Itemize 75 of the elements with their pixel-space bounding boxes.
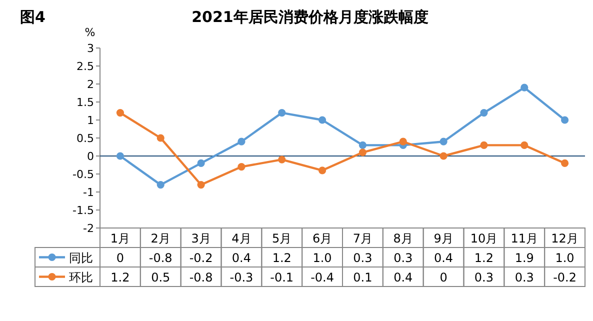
data-label: -0.4 — [310, 270, 334, 284]
x-tick-label: 12月 — [551, 232, 578, 246]
point — [116, 152, 124, 160]
data-label: 0 — [116, 251, 124, 265]
data-label: 1.0 — [312, 251, 332, 265]
x-tick-label: 7月 — [352, 232, 373, 246]
data-label: 0.3 — [394, 251, 413, 265]
point — [156, 134, 164, 142]
point — [520, 141, 528, 149]
point — [318, 166, 326, 174]
point — [440, 138, 448, 146]
x-tick-label: 2月 — [150, 232, 170, 246]
point — [116, 109, 124, 117]
point — [399, 138, 407, 146]
data-label: 0.4 — [434, 251, 454, 265]
point — [156, 181, 164, 189]
x-tick-label: 6月 — [312, 232, 332, 246]
y-tick-label: 1 — [87, 114, 94, 127]
point — [560, 159, 569, 167]
data-label: 1.2 — [272, 251, 292, 265]
y-tick-label: -1 — [83, 186, 94, 199]
data-label: 0.1 — [353, 270, 372, 284]
data-label: -0.8 — [148, 251, 172, 265]
data-label: 0 — [440, 270, 448, 284]
point — [238, 138, 246, 146]
data-label: -0.1 — [270, 270, 294, 284]
point — [278, 109, 286, 117]
legend-label: 环比 — [69, 270, 93, 284]
y-tick-label: -2 — [83, 222, 94, 235]
data-label: 0.3 — [353, 251, 372, 265]
x-tick-label: 3月 — [191, 232, 211, 246]
data-label: -0.2 — [189, 251, 213, 265]
y-axis-title: % — [84, 26, 96, 39]
point — [358, 141, 367, 149]
y-tick-label: 2.5 — [76, 60, 94, 73]
y-tick-label: 2 — [87, 78, 94, 91]
x-tick-label: 5月 — [272, 232, 292, 246]
y-tick-label: 1.5 — [76, 96, 94, 109]
x-tick-label: 11月 — [510, 232, 538, 246]
x-tick-label: 1月 — [110, 232, 130, 246]
legend-label: 同比 — [69, 251, 93, 265]
y-tick-label: 0.5 — [76, 132, 94, 145]
y-tick-label: -1.5 — [72, 204, 94, 217]
data-label: 1.2 — [474, 251, 494, 265]
data-label: -0.2 — [553, 270, 577, 284]
data-label: 0.3 — [514, 270, 534, 284]
y-tick-label: 0 — [87, 150, 94, 163]
x-tick-label: 10月 — [470, 232, 498, 246]
data-label: 0.4 — [394, 270, 413, 284]
point — [520, 84, 528, 92]
point — [480, 141, 488, 149]
caption: 图4 — [20, 8, 46, 26]
y-tick-label: -0.5 — [72, 168, 94, 181]
point — [440, 152, 448, 160]
point — [318, 116, 326, 124]
data-label: 1.2 — [110, 270, 130, 284]
point — [560, 116, 569, 124]
data-label: 0.5 — [151, 270, 170, 284]
point — [197, 159, 205, 167]
point — [197, 181, 205, 189]
point — [358, 148, 367, 156]
x-tick-label: 4月 — [232, 232, 252, 246]
chart-title: 2021年居民消费价格月度涨跌幅度 — [192, 8, 428, 26]
data-label: -0.3 — [230, 270, 254, 284]
point — [278, 156, 286, 164]
data-label: -0.8 — [189, 270, 213, 284]
data-label: 1.0 — [555, 251, 574, 265]
y-tick-label: 3 — [87, 42, 94, 55]
point — [480, 109, 488, 117]
data-label: 1.9 — [514, 251, 534, 265]
x-tick-label: 8月 — [393, 232, 413, 246]
x-tick-label: 9月 — [434, 232, 454, 246]
data-label: 0.3 — [474, 270, 494, 284]
data-label: 0.4 — [232, 251, 252, 265]
point — [238, 163, 246, 171]
